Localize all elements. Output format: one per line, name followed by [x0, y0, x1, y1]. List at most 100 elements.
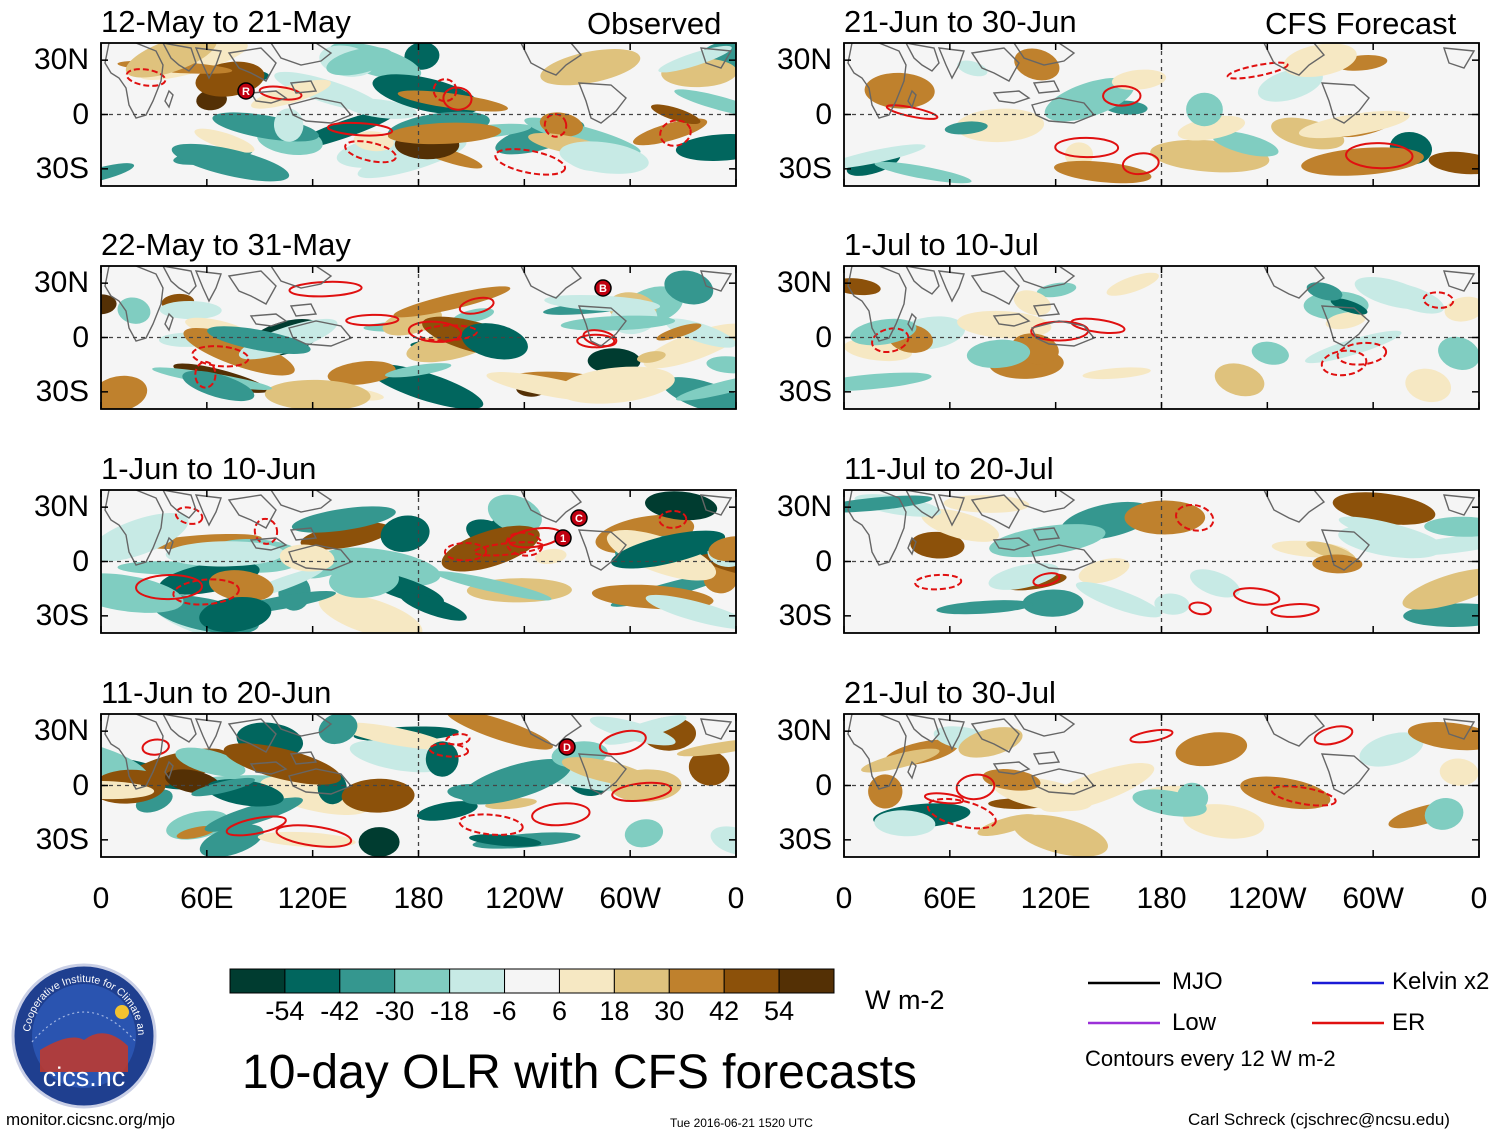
olr-anomaly-region: [1283, 43, 1357, 78]
er-contour: [172, 578, 240, 606]
colorbar-tick-label: 42: [709, 996, 740, 1026]
er-contour: [428, 742, 470, 758]
er-contour: [1270, 603, 1320, 618]
x-tick-label: 180: [393, 882, 444, 915]
olr-anomaly-region: [446, 714, 553, 750]
olr-anomaly-region: [101, 573, 184, 613]
y-tick-label: 0: [815, 544, 832, 578]
olr-anomaly-region: [624, 819, 664, 848]
colorbar-swatch: [229, 968, 286, 994]
olr-anomaly-region: [199, 596, 272, 633]
olr-anomaly-region: [1359, 732, 1424, 767]
olr-anomaly-region: [199, 824, 264, 857]
olr-anomaly-region: [1190, 569, 1240, 598]
olr-anomaly-region: [469, 834, 542, 847]
colorbar-tick-label: -18: [430, 996, 470, 1026]
colorbar-swatch: [558, 968, 615, 994]
olr-anomaly-region: [1013, 814, 1108, 857]
olr-anomaly-region: [291, 506, 396, 533]
y-tick-label: 0: [72, 544, 89, 578]
storm-marker: C: [570, 509, 588, 527]
x-tick-label: 120E: [277, 882, 348, 915]
storm-label: 1: [560, 533, 566, 545]
er-contour: [1313, 725, 1354, 746]
olr-anomaly-region: [1338, 516, 1441, 548]
olr-anomaly-region: [676, 738, 736, 757]
olr-anomaly-region: [207, 326, 311, 354]
er-contour: [543, 113, 568, 138]
olr-anomaly-region: [194, 128, 255, 153]
timestamp: Tue 2016-06-21 1520 UTC: [670, 1116, 813, 1130]
olr-anomaly-region: [561, 757, 652, 787]
map-panel: R: [100, 42, 737, 187]
olr-anomaly-region: [337, 722, 449, 750]
er-contour: [871, 327, 910, 354]
olr-anomaly-region: [656, 323, 702, 341]
er-contour: [598, 729, 647, 756]
olr-anomaly-region: [850, 318, 917, 346]
author-credit: Carl Schreck (cjschrec@ncsu.edu): [1188, 1110, 1450, 1129]
olr-anomaly-region: [1444, 296, 1479, 322]
olr-anomaly-region: [956, 108, 1045, 143]
colorbar-swatch: [339, 968, 396, 994]
er-contour: [432, 78, 458, 103]
olr-anomaly-region: [1424, 798, 1464, 830]
olr-anomaly-region: [706, 356, 736, 374]
legend-label-er: ER: [1392, 1009, 1426, 1036]
colorbar-tick-label: 54: [764, 996, 795, 1026]
x-tick-label: 180: [1136, 882, 1187, 915]
olr-anomaly-region: [400, 592, 467, 621]
olr-anomaly-region: [318, 714, 358, 745]
storm-label: C: [575, 513, 583, 525]
er-contour: [1232, 587, 1281, 606]
olr-anomaly-region: [209, 570, 274, 602]
olr-anomaly-region: [101, 163, 135, 184]
storm-label: B: [599, 283, 607, 295]
olr-anomaly-region: [1022, 589, 1084, 617]
olr-anomaly-region: [844, 495, 933, 513]
olr-anomaly-region: [560, 315, 676, 331]
olr-anomaly-region: [1154, 593, 1190, 615]
olr-anomaly-region: [380, 515, 430, 552]
colorbar-tick-labels: -54 -42 -30 -18 -6 6 18 30 42 54: [230, 996, 834, 1026]
er-contour: [926, 797, 997, 830]
olr-anomaly-region: [844, 372, 932, 392]
map-panel: B: [100, 265, 737, 410]
olr-anomaly-region: [1240, 776, 1331, 810]
olr-anomaly-region: [1054, 160, 1152, 184]
er-contour: [135, 573, 203, 601]
olr-anomaly-region: [966, 339, 1031, 369]
olr-anomaly-region: [1040, 763, 1155, 813]
er-contour: [1320, 349, 1368, 377]
er-contour: [1129, 728, 1174, 744]
olr-anomaly-region: [171, 143, 290, 182]
storm-marker: D: [558, 738, 576, 756]
er-contour: [458, 296, 495, 315]
olr-anomaly-region: [393, 286, 511, 318]
olr-anomaly-region: [539, 112, 583, 137]
olr-anomaly-region: [175, 747, 246, 777]
olr-anomaly-region: [988, 563, 1060, 590]
olr-anomaly-region: [341, 778, 415, 813]
panel-title: 12-May to 21-May: [101, 4, 351, 39]
colorbar-swatch: [668, 968, 725, 994]
x-tick-label: 60E: [180, 882, 234, 915]
colorbar-swatch: [504, 968, 560, 994]
er-contour: [1070, 317, 1126, 335]
map-panel: C1: [100, 489, 737, 634]
er-contour: [531, 802, 591, 827]
website-link[interactable]: monitor.cicsnc.org/mjo: [6, 1110, 176, 1129]
storm-marker: R: [237, 82, 255, 100]
colorbar-tick-label: -6: [492, 996, 517, 1026]
x-tick-label: 0: [727, 882, 745, 915]
er-contour: [1032, 572, 1061, 587]
olr-anomaly-region: [1214, 363, 1265, 397]
panel-title: 1-Jun to 10-Jun: [101, 451, 317, 486]
y-tick-label: 30N: [776, 714, 832, 748]
er-contour: [326, 121, 394, 137]
er-contour: [1121, 152, 1160, 176]
er-contour: [1422, 291, 1455, 309]
olr-anomaly-region: [688, 750, 730, 786]
olr-anomaly-region: [434, 571, 552, 601]
x-tick-label: 60W: [599, 882, 661, 915]
